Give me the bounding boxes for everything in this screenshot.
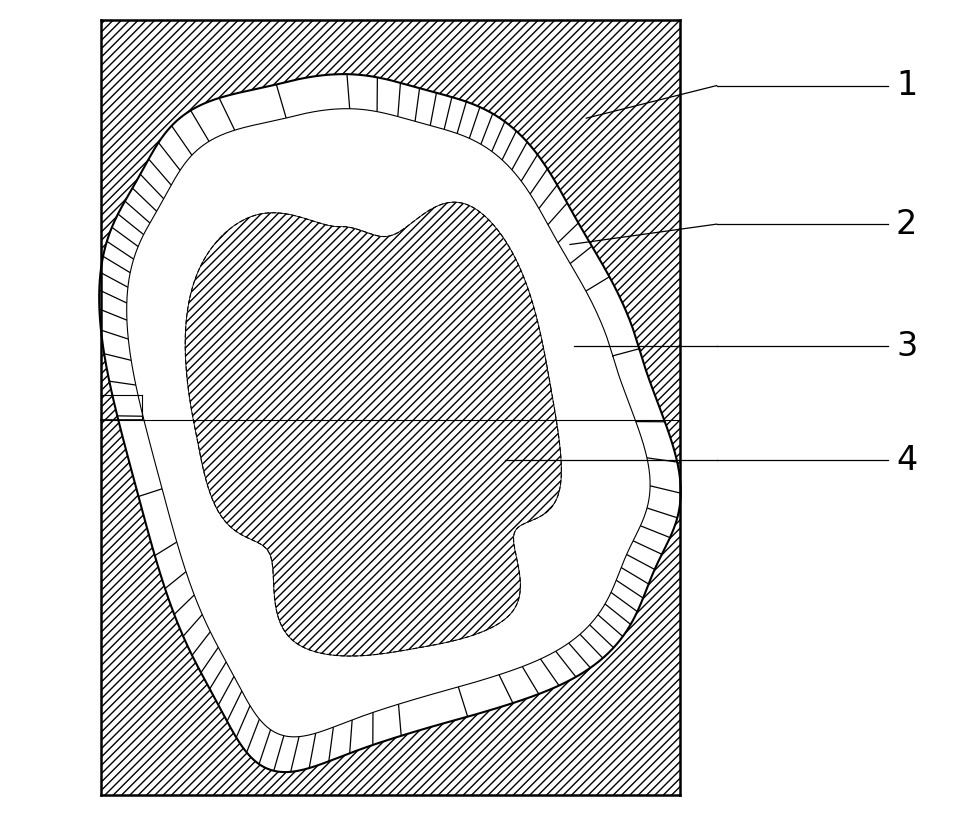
Polygon shape bbox=[99, 74, 681, 772]
Polygon shape bbox=[127, 108, 650, 737]
Text: 3: 3 bbox=[896, 330, 917, 363]
Polygon shape bbox=[186, 202, 562, 656]
Text: 4: 4 bbox=[896, 444, 917, 477]
Text: 2: 2 bbox=[896, 208, 917, 240]
Polygon shape bbox=[102, 20, 680, 795]
Text: 1: 1 bbox=[896, 69, 917, 102]
